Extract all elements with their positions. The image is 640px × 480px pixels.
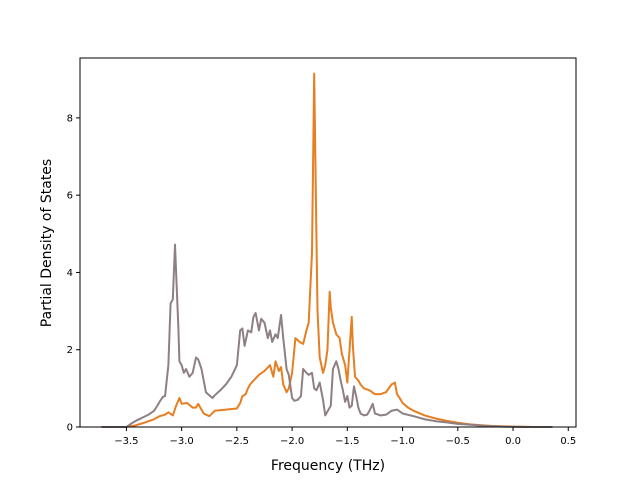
x-tick-label: 0.5 [560,436,576,447]
series-line-1 [101,72,553,428]
x-tick-label: −0.5 [446,436,470,447]
x-tick-label: −3.5 [114,436,138,447]
plot-frame [79,57,577,428]
y-tick-label: 8 [67,113,73,124]
x-tick-label: 0.0 [505,436,521,447]
series-layer [101,72,553,428]
y-tick-label: 4 [67,268,73,279]
y-axis: 0 2 4 6 8 [67,113,80,434]
x-tick-label: −1.0 [390,436,414,447]
x-axis: −3.5 −3.0 −2.5 −2.0 −1.5 −1.0 −0.5 0.0 0.5 [114,427,576,447]
y-axis-label: Partial Density of States [39,159,55,327]
x-tick-label: −3.0 [169,436,193,447]
y-tick-label: 0 [67,423,73,434]
x-axis-label: Frequency (THz) [271,458,385,474]
x-tick-label: −2.5 [225,436,249,447]
series-line-2 [101,243,553,428]
x-tick-label: −2.0 [280,436,304,447]
y-tick-label: 6 [67,191,73,202]
x-tick-label: −1.5 [335,436,359,447]
y-tick-label: 2 [67,345,73,356]
